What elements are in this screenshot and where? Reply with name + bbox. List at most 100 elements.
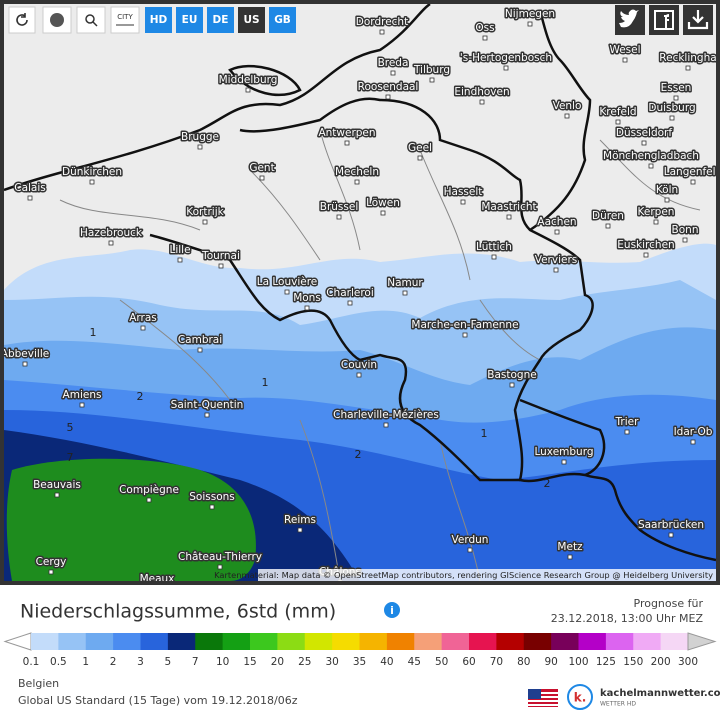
- city-marker: [402, 290, 408, 296]
- city-marker: [615, 119, 621, 125]
- city-marker: [48, 569, 54, 575]
- city-label: Arras: [129, 312, 157, 324]
- city-marker: [509, 382, 515, 388]
- city-marker: [347, 300, 353, 306]
- city-label: 's-Hertogenbosch: [460, 52, 552, 64]
- us-button-label[interactable]: US: [243, 14, 259, 26]
- legend-arrow: [3, 632, 32, 651]
- city-marker: [155, 587, 159, 591]
- legend-swatch: [386, 633, 415, 650]
- legend-label: 50: [435, 656, 448, 668]
- city-label: Löwen: [366, 197, 400, 209]
- legend-label: 300: [678, 656, 698, 668]
- refresh-icon: [16, 13, 28, 26]
- city-label: Recklingha: [659, 52, 716, 64]
- contour-label: 1: [90, 326, 97, 339]
- attribution-bg: [258, 569, 716, 581]
- city-label: Roosendaal: [358, 81, 419, 93]
- legend-swatch: [469, 633, 497, 650]
- download-icon: [687, 10, 709, 30]
- legend-swatch: [222, 633, 251, 650]
- city-label: Verviers: [535, 254, 578, 266]
- legend-swatch: [58, 633, 87, 650]
- city-marker: [209, 504, 215, 510]
- legend-swatch: [113, 633, 141, 650]
- city-marker: [197, 144, 203, 150]
- legend-label: 1: [82, 656, 89, 668]
- city-marker: [245, 87, 251, 93]
- legend-label: 125: [596, 656, 616, 668]
- twitter-icon: [619, 9, 639, 28]
- contour-label: 7: [67, 451, 74, 464]
- city-button-label[interactable]: CITY: [117, 13, 133, 21]
- city-marker: [197, 347, 203, 353]
- model-run: Global US Standard (15 Tage) vom 19.12.2…: [18, 694, 298, 707]
- admin-borders: [59, 129, 701, 581]
- city-label: Antwerpen: [318, 127, 375, 139]
- city-marker: [177, 257, 183, 263]
- city-label: Kortrijk: [186, 206, 224, 218]
- city-marker: [429, 77, 435, 83]
- city-label: Meaux: [140, 573, 175, 585]
- legend-swatch: [31, 633, 59, 650]
- legend-label: 150: [623, 656, 643, 668]
- logo: k.: [574, 691, 587, 705]
- city-marker: [506, 214, 512, 220]
- de-button-label[interactable]: DE: [213, 14, 229, 26]
- city-marker: [204, 412, 210, 418]
- info-icon[interactable]: [384, 602, 400, 618]
- legend-label: 200: [651, 656, 671, 668]
- city-label: Cergy: [36, 556, 67, 568]
- city-label: Verdun: [452, 534, 489, 546]
- legend-label: 90: [544, 656, 557, 668]
- city-label: Compiègne: [119, 484, 179, 496]
- legend-label: 80: [517, 656, 530, 668]
- city-marker: [356, 372, 362, 378]
- hd-button-label[interactable]: HD: [150, 14, 168, 26]
- city-label: Metz: [557, 541, 583, 553]
- legend-label: 5: [165, 656, 172, 668]
- city-marker: [641, 140, 647, 146]
- legend-swatch: [250, 633, 278, 650]
- city-button[interactable]: [110, 6, 140, 34]
- city-marker: [605, 223, 611, 229]
- legend-arrow: [687, 632, 717, 651]
- city-marker: [385, 94, 391, 100]
- facebook-button[interactable]: [649, 5, 679, 35]
- zoom-button[interactable]: [76, 6, 106, 34]
- facebook-icon: [654, 10, 674, 30]
- gb-button[interactable]: [269, 7, 296, 33]
- contour-label: 5: [67, 421, 74, 434]
- refresh-button[interactable]: [8, 6, 36, 34]
- city-label: Euskirchen: [617, 239, 674, 251]
- legend-swatch: [359, 633, 388, 650]
- city-label: La Louvière: [257, 276, 318, 288]
- legend-label: 60: [462, 656, 475, 668]
- legend-swatch: [140, 633, 169, 650]
- city-label: Mons: [293, 292, 321, 304]
- gb-button-label[interactable]: GB: [274, 14, 291, 26]
- footer: Niederschlagssumme, 6std (mm) i Prognose…: [3, 597, 720, 710]
- eu-button[interactable]: [176, 7, 203, 33]
- contour-labels: 1 2 1 5 7 2 1 2: [67, 326, 551, 490]
- hd-button[interactable]: [145, 7, 172, 33]
- city-marker: [27, 195, 33, 201]
- city-label: Düsseldorf: [616, 127, 672, 139]
- city-label: Maastricht: [481, 201, 536, 213]
- toolbar: CITY HD EU DE US GB: [8, 5, 713, 35]
- city-label: Oss: [475, 22, 494, 34]
- city-marker: [668, 532, 674, 538]
- legend-label: 0.5: [50, 656, 67, 668]
- city-marker: [146, 497, 152, 503]
- city-label: Amiens: [63, 389, 102, 401]
- region: Belgien: [18, 677, 59, 690]
- legend-swatch: [304, 633, 333, 650]
- legend-label: 30: [325, 656, 338, 668]
- city-label: Namur: [387, 277, 423, 289]
- de-button[interactable]: [207, 7, 234, 33]
- eu-button-label[interactable]: EU: [182, 14, 198, 26]
- city-label: Aachen: [537, 216, 576, 228]
- us-button[interactable]: [238, 7, 265, 33]
- city-marker: [217, 564, 223, 570]
- map: Dordrecht Oss Nijmegen Wesel Recklingha Midde…: [4, 4, 716, 591]
